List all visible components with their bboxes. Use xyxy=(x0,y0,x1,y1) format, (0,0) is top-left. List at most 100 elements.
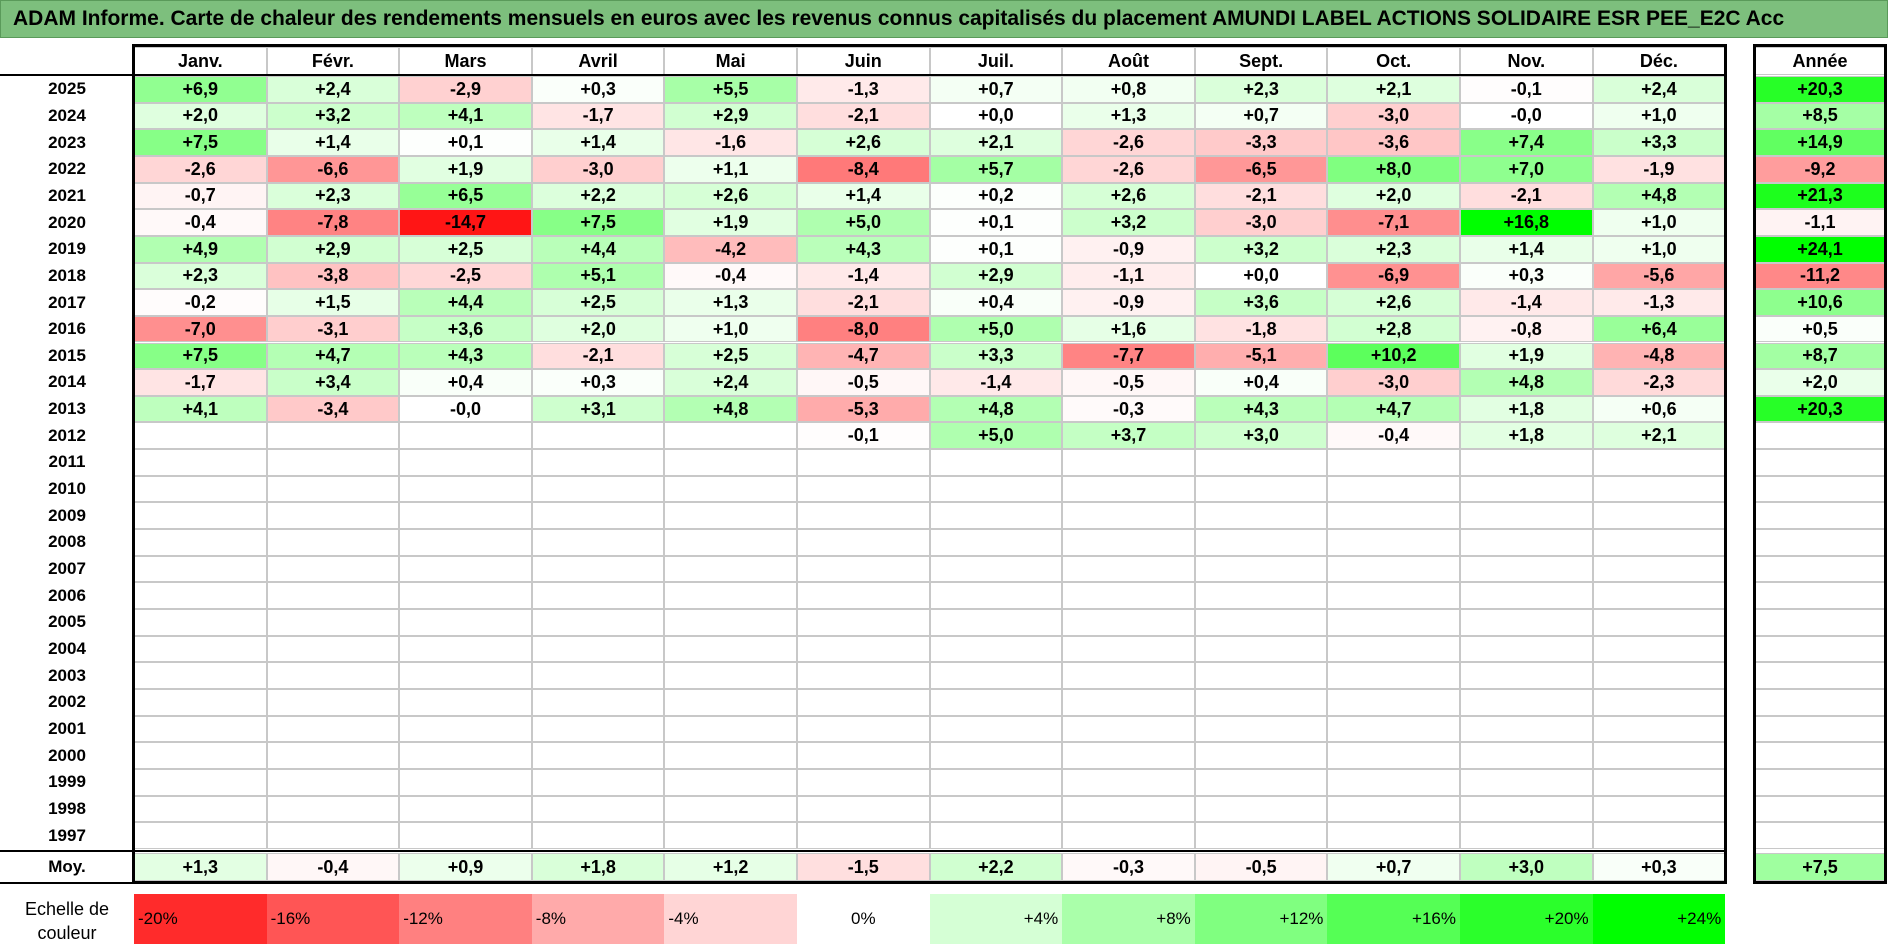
heatmap-cell: +0,2 xyxy=(929,182,1063,210)
chart-title: ADAM Informe. Carte de chaleur des rende… xyxy=(0,0,1888,38)
heatmap-cell: -6,9 xyxy=(1327,262,1460,290)
year-label: 2015 xyxy=(48,345,86,365)
heatmap-cell xyxy=(531,475,665,503)
heatmap-cell: +2,0 xyxy=(1327,182,1460,210)
annual-cell: +21,3 xyxy=(1755,182,1885,210)
heatmap-cell xyxy=(929,635,1063,663)
heatmap-cell: -5,6 xyxy=(1592,262,1726,290)
heatmap-cell: -6,6 xyxy=(266,155,400,183)
scale-swatch: +4% xyxy=(929,894,1063,944)
annual-cell: -1,1 xyxy=(1755,209,1885,236)
heatmap-cell xyxy=(134,688,267,716)
heatmap-cell xyxy=(664,449,797,476)
heatmap-cell xyxy=(1194,688,1328,716)
heatmap-cell xyxy=(1592,795,1726,823)
heatmap-cell xyxy=(1194,662,1328,689)
heatmap-cell: +2,0 xyxy=(134,102,267,130)
heatmap-cell xyxy=(797,502,930,530)
annual-cell xyxy=(1755,475,1885,503)
scale-swatch: -8% xyxy=(531,894,665,944)
heatmap-cell: +4,1 xyxy=(399,102,532,130)
heatmap-cell: +1,9 xyxy=(664,209,797,236)
heatmap-cell xyxy=(1592,688,1726,716)
heatmap-cell: +1,0 xyxy=(1592,102,1726,130)
annual-cell xyxy=(1755,822,1885,849)
heatmap-cell: -3,0 xyxy=(1327,369,1460,396)
heatmap-cell: +1,0 xyxy=(1592,235,1726,263)
heatmap-cell: +2,9 xyxy=(664,102,797,130)
annual-cell: +2,0 xyxy=(1755,369,1885,396)
heatmap-cell xyxy=(1327,555,1460,583)
heatmap-cell: +7,4 xyxy=(1460,129,1593,156)
heatmap-cell xyxy=(531,582,665,609)
heatmap-cell xyxy=(929,582,1063,609)
heatmap-cell xyxy=(929,662,1063,689)
annual-cell: +20,3 xyxy=(1755,76,1885,103)
heatmap-cell: +4,8 xyxy=(1460,369,1593,396)
heatmap-cell: -7,8 xyxy=(266,209,400,236)
heatmap-cell xyxy=(1327,582,1460,609)
heatmap-cell: +1,5 xyxy=(266,289,400,316)
heatmap-cell: +5,0 xyxy=(797,209,930,236)
heatmap-cell xyxy=(399,662,532,689)
heatmap-cell: +2,5 xyxy=(664,342,797,370)
average-cell: +0,7 xyxy=(1327,853,1460,881)
heatmap-cell xyxy=(1327,688,1460,716)
heatmap-cell xyxy=(1460,715,1593,743)
heatmap-cell xyxy=(664,475,797,503)
heatmap-cell xyxy=(797,822,930,849)
heatmap-cell xyxy=(399,449,532,476)
heatmap-cell xyxy=(929,502,1063,530)
heatmap-cell: +1,8 xyxy=(1460,422,1593,450)
month-header: Mars xyxy=(399,47,532,75)
heatmap-cell: +2,8 xyxy=(1327,315,1460,343)
average-cell: +1,2 xyxy=(664,853,797,881)
year-label: 2014 xyxy=(48,372,86,392)
heatmap-cell: +0,4 xyxy=(1194,369,1328,396)
heatmap-cell xyxy=(266,529,400,556)
heatmap-cell: +4,3 xyxy=(399,342,532,370)
heatmap-cell: +2,1 xyxy=(1592,422,1726,450)
annual-header: Année xyxy=(1755,47,1885,75)
heatmap-cell: +3,2 xyxy=(1062,209,1195,236)
heatmap-cell xyxy=(399,609,532,636)
heatmap-cell xyxy=(1062,635,1195,663)
heatmap-cell xyxy=(797,715,930,743)
heatmap-cell xyxy=(1592,635,1726,663)
heatmap-cell: +2,5 xyxy=(531,289,665,316)
year-label: 1997 xyxy=(48,825,86,845)
heatmap-cell xyxy=(929,529,1063,556)
heatmap-cell: -3,8 xyxy=(266,262,400,290)
average-cell: +0,9 xyxy=(399,853,532,881)
heatmap-cell: +0,1 xyxy=(929,209,1063,236)
heatmap-cell xyxy=(266,475,400,503)
annual-cell xyxy=(1755,422,1885,450)
heatmap-cell xyxy=(1592,555,1726,583)
heatmap-cell: +3,2 xyxy=(266,102,400,130)
month-header: Sept. xyxy=(1194,47,1328,75)
heatmap-cell: +0,0 xyxy=(929,102,1063,130)
scale-swatch: 0% xyxy=(797,894,930,944)
heatmap-cell xyxy=(664,715,797,743)
heatmap-cell: -7,7 xyxy=(1062,342,1195,370)
heatmap-cell: -0,0 xyxy=(1460,102,1593,130)
heatmap-cell xyxy=(266,609,400,636)
heatmap-cell xyxy=(266,422,400,450)
heatmap-cell: -0,2 xyxy=(134,289,267,316)
heatmap-cell xyxy=(1062,475,1195,503)
heatmap-cell xyxy=(1327,715,1460,743)
heatmap-cell: +1,0 xyxy=(664,315,797,343)
heatmap-cell: -2,1 xyxy=(1460,182,1593,210)
heatmap-cell xyxy=(664,422,797,450)
heatmap-cell xyxy=(531,609,665,636)
heatmap-cell: +4,8 xyxy=(664,395,797,423)
heatmap-cell xyxy=(531,688,665,716)
scale-swatch: -16% xyxy=(266,894,400,944)
heatmap-cell: -1,6 xyxy=(664,129,797,156)
heatmap-cell: -2,6 xyxy=(134,155,267,183)
heatmap-cell: +2,1 xyxy=(1327,76,1460,103)
month-header: Avril xyxy=(531,47,665,75)
annual-cell xyxy=(1755,635,1885,663)
year-label: 2025 xyxy=(48,79,86,99)
heatmap-cell xyxy=(1460,529,1593,556)
